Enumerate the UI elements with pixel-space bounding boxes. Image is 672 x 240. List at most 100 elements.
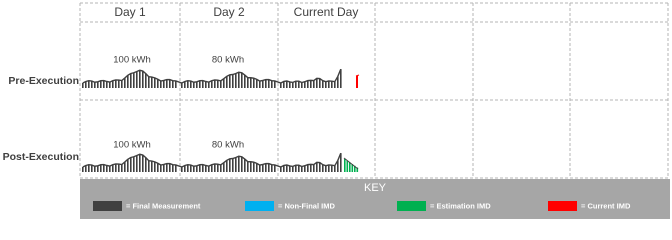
usage-bar xyxy=(166,79,168,88)
usage-bar xyxy=(265,79,267,88)
usage-bar xyxy=(340,69,342,88)
usage-bar xyxy=(325,165,327,172)
usage-bar xyxy=(130,73,132,88)
usage-bar xyxy=(181,83,183,88)
usage-bar xyxy=(232,158,234,172)
usage-bar xyxy=(256,79,258,88)
usage-bar xyxy=(232,74,234,88)
usage-bar xyxy=(271,164,273,172)
usage-bar xyxy=(259,165,261,172)
usage-bar xyxy=(217,80,219,88)
usage-bar xyxy=(127,159,129,172)
usage-bar xyxy=(97,165,99,172)
usage-bar xyxy=(268,163,270,172)
usage-bar xyxy=(250,77,252,88)
usage-bar xyxy=(271,80,273,88)
usage-bar xyxy=(202,164,204,172)
usage-bar xyxy=(226,76,228,88)
usage-bar xyxy=(172,164,174,172)
usage-profile xyxy=(82,68,360,172)
usage-bar xyxy=(187,164,189,172)
usage-bar xyxy=(196,81,198,88)
usage-bar xyxy=(133,156,135,172)
usage-bar xyxy=(313,164,315,172)
usage-bar xyxy=(214,163,216,172)
usage-bar xyxy=(94,82,96,88)
usage-bar xyxy=(121,164,123,172)
usage-bar xyxy=(229,74,231,88)
usage-bar xyxy=(121,80,123,88)
usage-bar xyxy=(223,78,225,88)
usage-bar xyxy=(316,162,318,172)
usage-bar xyxy=(142,155,144,172)
usage-bar xyxy=(238,156,240,172)
usage-bar xyxy=(205,81,207,88)
usage-bar xyxy=(208,82,210,88)
usage-bar xyxy=(334,165,336,172)
usage-bar xyxy=(112,80,114,88)
usage-bar xyxy=(238,72,240,88)
usage-bar xyxy=(163,80,165,88)
usage-bar xyxy=(157,79,159,88)
usage-bar xyxy=(301,82,303,88)
usage-bar xyxy=(166,163,168,172)
row-label: Post-Execution xyxy=(3,151,79,163)
usage-bar xyxy=(289,81,291,88)
usage-bar xyxy=(247,77,249,88)
usage-bar xyxy=(154,77,156,88)
usage-bar xyxy=(274,164,276,172)
usage-bar xyxy=(310,164,312,172)
usage-bar xyxy=(226,160,228,172)
usage-bar xyxy=(199,164,201,172)
usage-bar xyxy=(103,80,105,88)
usage-bar xyxy=(304,81,306,88)
usage-bar xyxy=(298,165,300,172)
usage-bar xyxy=(160,81,162,88)
key-label: = Final Measurement xyxy=(126,201,201,210)
usage-bar xyxy=(286,165,288,172)
usage-bar xyxy=(145,157,147,172)
estimation-bar xyxy=(354,165,356,172)
usage-bar xyxy=(115,163,117,172)
usage-bar xyxy=(193,166,195,172)
usage-bar xyxy=(325,81,327,88)
usage-bar xyxy=(289,165,291,172)
usage-bar xyxy=(184,165,186,172)
usage-bar xyxy=(106,81,108,88)
usage-bar xyxy=(250,161,252,172)
usage-bar xyxy=(100,164,102,172)
current-bar xyxy=(356,76,358,88)
usage-bar xyxy=(85,81,87,88)
usage-bar xyxy=(322,164,324,172)
usage-bar xyxy=(304,165,306,172)
usage-bar xyxy=(175,164,177,172)
usage-bar xyxy=(127,75,129,88)
usage-bar xyxy=(244,159,246,172)
usage-bar xyxy=(331,165,333,172)
usage-bar xyxy=(241,156,243,172)
usage-bar xyxy=(211,80,213,88)
usage-bar xyxy=(241,72,243,88)
usage-bar xyxy=(82,167,84,172)
usage-bar xyxy=(91,165,93,172)
usage-bar xyxy=(331,81,333,88)
usage-bar xyxy=(322,80,324,88)
usage-bar xyxy=(169,79,171,88)
usage-bar xyxy=(328,80,330,88)
usage-bar xyxy=(136,155,138,172)
usage-bar xyxy=(328,164,330,172)
key-title: KEY xyxy=(364,182,387,194)
column-header: Current Day xyxy=(294,5,359,19)
usage-bar xyxy=(100,80,102,88)
usage-bar xyxy=(190,81,192,88)
estimation-bar xyxy=(351,164,354,172)
usage-bar xyxy=(340,153,342,172)
usage-bar xyxy=(148,76,150,88)
annotation: 100 kWh xyxy=(113,140,151,151)
usage-bar xyxy=(319,162,321,172)
usage-bar xyxy=(244,75,246,88)
usage-bar xyxy=(253,162,255,172)
usage-bar xyxy=(154,161,156,172)
usage-bar xyxy=(145,73,147,88)
usage-bar xyxy=(256,163,258,172)
